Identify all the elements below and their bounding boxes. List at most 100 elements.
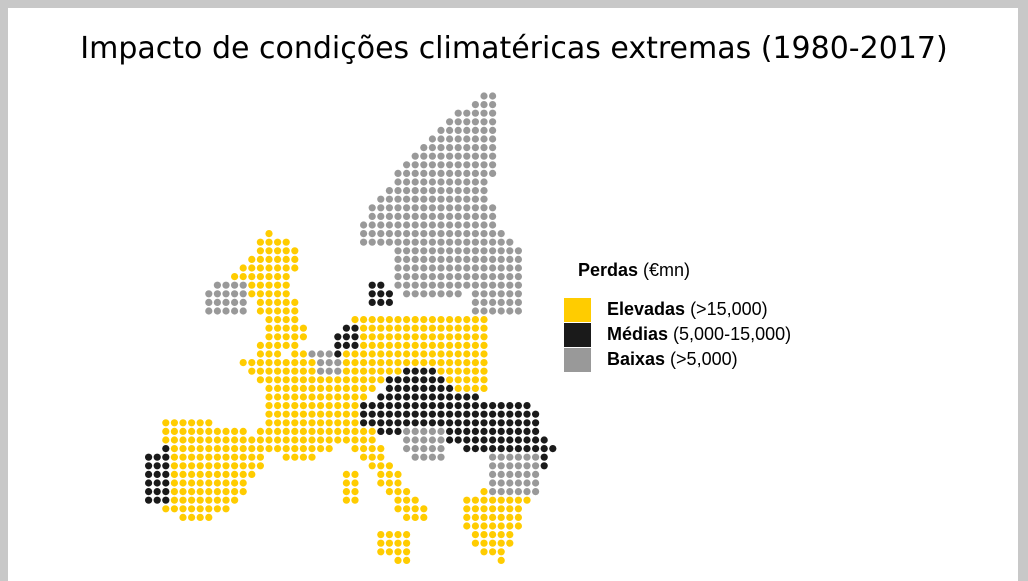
dot	[317, 350, 325, 358]
legend-name: Médias	[607, 324, 668, 344]
dot	[514, 402, 523, 410]
dot	[420, 419, 428, 427]
dot	[213, 496, 221, 504]
dot	[411, 238, 419, 246]
dot	[420, 152, 428, 160]
dot	[291, 264, 299, 272]
dot	[480, 273, 488, 281]
dot	[334, 410, 342, 418]
dot	[454, 324, 462, 332]
dot	[463, 204, 471, 212]
dot	[274, 393, 282, 401]
dot	[360, 230, 368, 238]
dot	[377, 548, 385, 556]
dot	[463, 109, 471, 117]
dot	[463, 126, 471, 134]
dot	[248, 470, 256, 478]
dot	[153, 496, 161, 504]
dot	[403, 548, 411, 556]
dot	[437, 384, 445, 392]
dot	[325, 402, 333, 410]
dot	[489, 453, 497, 461]
dot	[489, 281, 497, 289]
dot	[334, 367, 342, 375]
dot	[428, 410, 436, 418]
dot	[196, 445, 204, 453]
dot	[239, 470, 247, 478]
dot	[360, 316, 368, 324]
dot	[385, 402, 393, 410]
dot	[188, 479, 196, 487]
dot	[239, 281, 247, 289]
dot	[471, 531, 479, 539]
dot	[437, 359, 445, 367]
dot	[489, 427, 497, 435]
dot	[248, 367, 256, 375]
dot	[342, 470, 350, 478]
dot	[437, 402, 445, 410]
dot	[480, 230, 488, 238]
dot	[437, 273, 445, 281]
legend-range: (5,000-15,000)	[673, 324, 791, 344]
dot	[420, 402, 428, 410]
dot	[291, 298, 299, 306]
dot	[403, 333, 411, 341]
dot	[179, 427, 187, 435]
dot	[265, 298, 273, 306]
dot	[437, 152, 445, 160]
dot	[231, 307, 239, 315]
dot	[420, 161, 428, 169]
dot	[248, 359, 256, 367]
dot	[428, 281, 436, 289]
dot	[265, 264, 273, 272]
dot	[480, 539, 488, 547]
dot	[523, 488, 531, 496]
dot	[403, 212, 411, 220]
dot	[497, 445, 505, 453]
dot	[437, 341, 445, 349]
dot	[265, 402, 273, 410]
dot	[403, 436, 411, 444]
dot	[446, 255, 454, 263]
dot	[403, 445, 411, 453]
dot	[506, 445, 514, 453]
dot	[411, 393, 419, 401]
dot	[497, 531, 505, 539]
dot	[454, 341, 462, 349]
dot	[480, 161, 488, 169]
dot	[394, 376, 402, 384]
dot	[274, 419, 282, 427]
dot	[394, 333, 402, 341]
dot	[377, 281, 385, 289]
dot	[394, 264, 402, 272]
dot	[205, 453, 213, 461]
dot	[489, 307, 497, 315]
dot	[454, 273, 462, 281]
dot	[239, 307, 247, 315]
dot	[437, 410, 445, 418]
dot	[162, 488, 170, 496]
dot	[411, 290, 419, 298]
dot	[179, 496, 187, 504]
dot	[291, 333, 299, 341]
dot	[317, 427, 325, 435]
dot	[256, 436, 264, 444]
dot	[532, 462, 540, 470]
dot	[274, 298, 282, 306]
dot	[342, 359, 350, 367]
dot	[428, 384, 436, 392]
dot	[549, 445, 557, 453]
dot	[454, 221, 462, 229]
dot	[506, 247, 514, 255]
legend-range: (>15,000)	[690, 299, 768, 319]
dot	[532, 419, 540, 427]
dot	[428, 178, 436, 186]
dot	[213, 307, 221, 315]
dot	[471, 513, 479, 522]
dot	[437, 333, 445, 341]
dot	[463, 419, 471, 427]
dot	[282, 324, 290, 332]
dot	[454, 419, 462, 427]
dot	[342, 376, 350, 384]
dot	[420, 453, 428, 461]
